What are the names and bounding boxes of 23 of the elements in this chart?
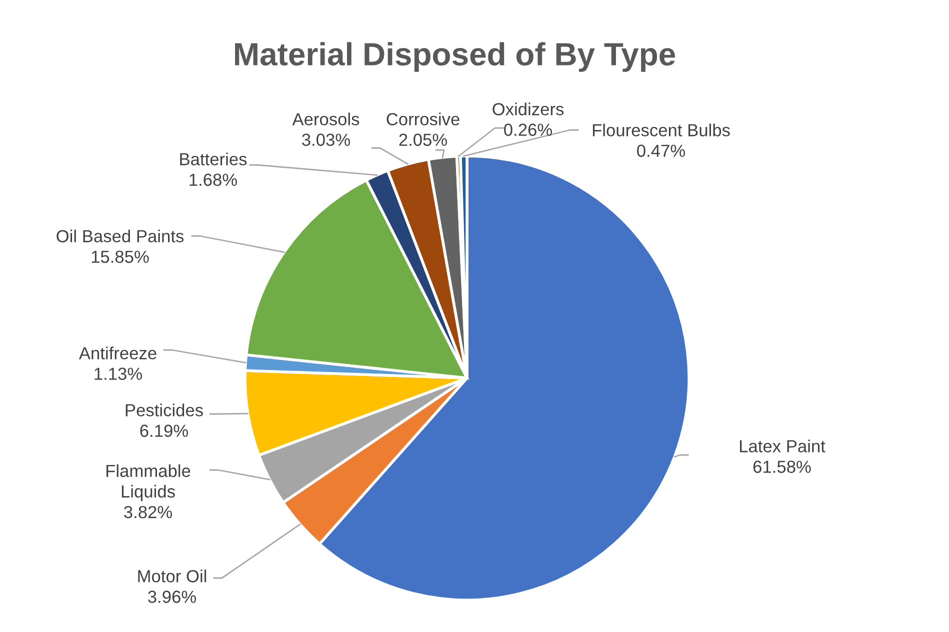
data-label: 1.13% <box>94 368 142 380</box>
data-label: 1.68% <box>190 174 237 186</box>
data-label: 61.58% <box>753 460 811 473</box>
chart-title: Material Disposed of By Type <box>235 42 676 72</box>
data-label: 6.19% <box>140 424 188 437</box>
data-label: 3.82% <box>124 506 172 518</box>
data-label: 3.03% <box>302 134 350 146</box>
data-label: 3.96% <box>148 590 196 603</box>
data-label: 0.47% <box>637 144 685 157</box>
slice-label: Motor Oil <box>138 570 206 582</box>
slice-label: Latex Paint <box>740 440 826 452</box>
slice-label: Pesticides <box>126 404 203 416</box>
slice-label: Oxidizers <box>492 102 564 116</box>
data-label: 0.26% <box>504 124 552 136</box>
slice-label: Corrosive <box>386 112 460 126</box>
slice-label: Antifreeze <box>78 346 156 360</box>
slice-label: Flourescent Bulbs <box>592 124 730 136</box>
slice-label: Batteries <box>180 152 247 166</box>
data-label: 15.85% <box>92 250 149 263</box>
slice-label: Aerosols <box>292 112 360 126</box>
slice-label: Flammable Liquids <box>106 464 190 502</box>
data-label: 2.05% <box>399 134 447 146</box>
slice-label: Oil Based Paints <box>56 230 184 242</box>
